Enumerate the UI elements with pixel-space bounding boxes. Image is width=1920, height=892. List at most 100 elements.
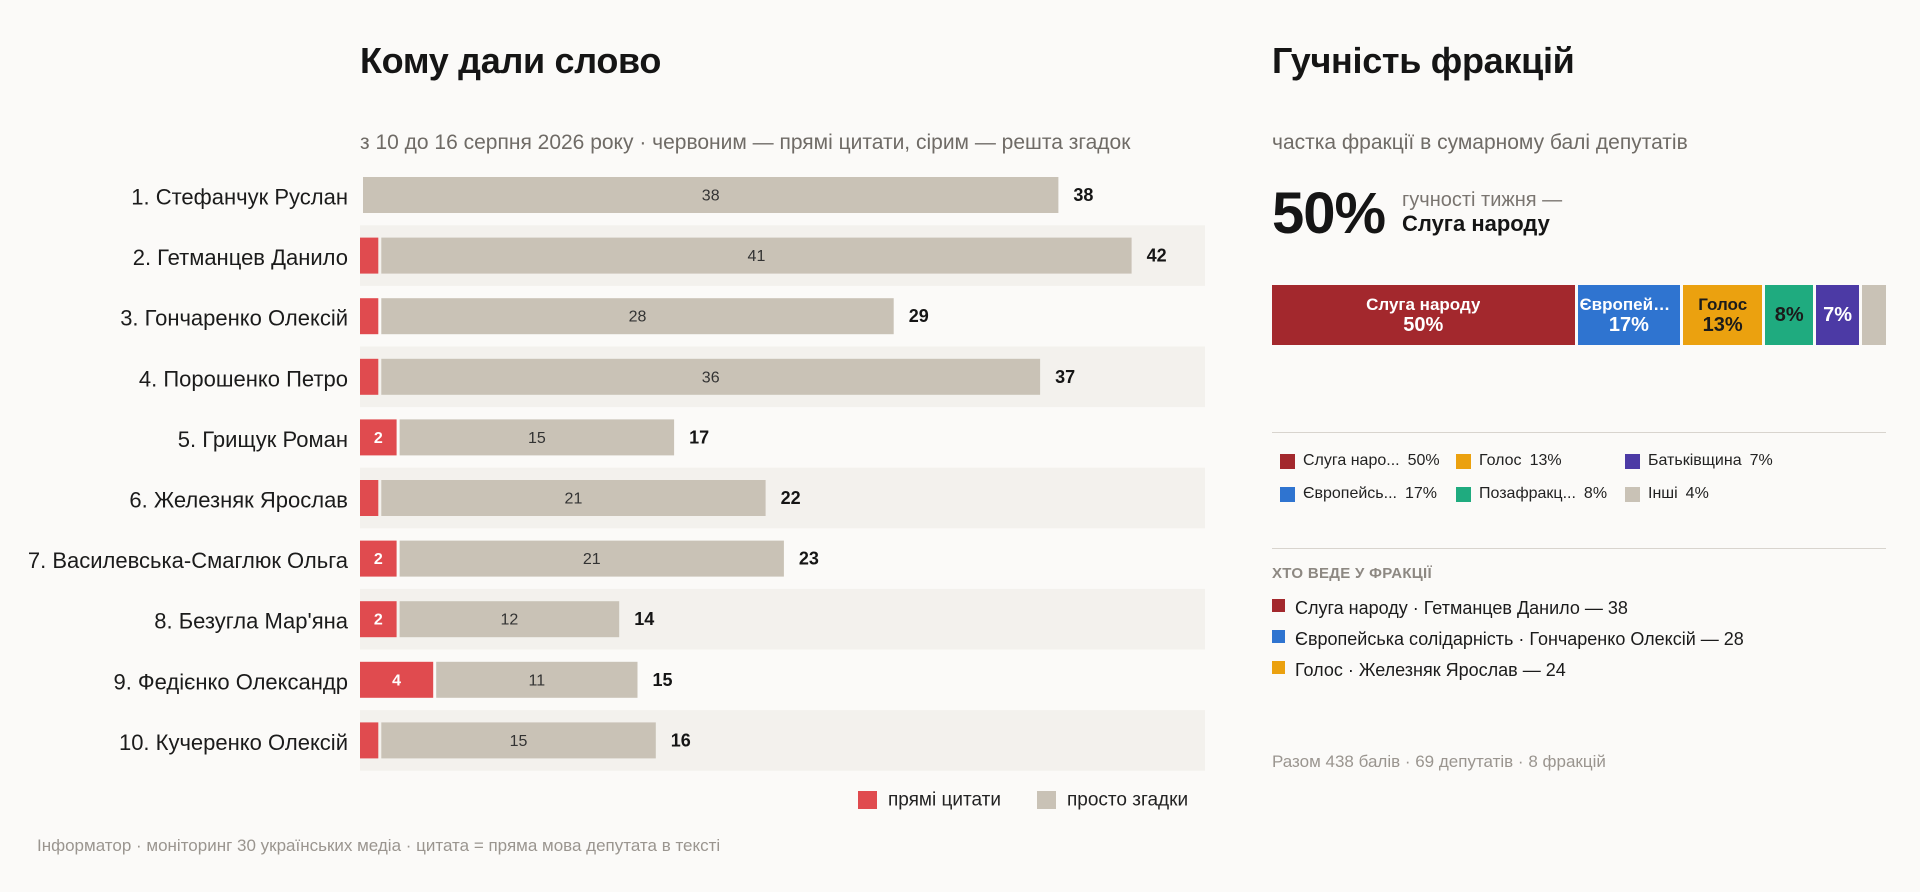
total-value-label: 22 <box>781 488 801 508</box>
quote-value-label: 2 <box>374 612 383 629</box>
segment-percent: 13% <box>1702 313 1743 336</box>
mention-bar <box>399 540 784 577</box>
total-value-label: 42 <box>1147 246 1167 266</box>
faction-color-swatch <box>1272 661 1285 674</box>
quote-bar <box>360 358 379 395</box>
mention-bar <box>399 601 620 638</box>
mention-value-label: 21 <box>565 491 583 508</box>
segment-name: Голос <box>1698 294 1748 314</box>
legend-percent: 17% <box>1404 485 1437 502</box>
legend-item: Інші 4% <box>1625 485 1709 503</box>
legend-swatch <box>1625 453 1640 469</box>
bar-category-label: 2. Гетманцев Данило <box>133 245 348 270</box>
quote-bar <box>360 540 397 577</box>
mention-bar <box>363 177 1059 213</box>
top-faction-name: Слуга народу <box>1402 211 1550 236</box>
bar-category-label: 6. Железняк Ярослав <box>129 488 348 513</box>
segment-percent: 7% <box>1823 304 1853 326</box>
mention-value-label: 15 <box>528 430 546 447</box>
right-panel-subtitle: частка фракції в сумарному балі депутаті… <box>1272 131 1688 154</box>
quote-bar <box>360 298 379 335</box>
legend-label: Європейсь... <box>1303 485 1397 502</box>
mention-value-label: 28 <box>629 309 647 326</box>
faction-share-segment <box>1861 285 1886 345</box>
bar-category-label: 5. Грищук Роман <box>178 427 348 452</box>
legend-label: Батьківщина <box>1648 452 1742 469</box>
legend-percent: 13% <box>1529 452 1562 469</box>
legend-label: Інші <box>1648 485 1678 502</box>
top-faction-percent: 50% <box>1272 181 1386 246</box>
faction-leader-text: Європейська солідарність · Гончаренко Ол… <box>1295 629 1744 649</box>
faction-leaders-heading: ХТО ВЕДЕ У ФРАКЦІЇ <box>1272 565 1432 582</box>
total-value-label: 14 <box>634 609 654 629</box>
faction-share-segment: Слуга народу 50% <box>1272 285 1575 345</box>
total-value-label: 29 <box>909 306 929 326</box>
bar-category-label: 3. Гончаренко Олексій <box>120 306 348 331</box>
legend-swatch <box>1280 486 1295 502</box>
legend-label-mentions: просто згадки <box>1067 790 1188 811</box>
segment-name: Європейська солідарність <box>1579 294 1679 314</box>
legend-item: Слуга наро... 50% <box>1280 452 1440 470</box>
mention-value-label: 36 <box>702 369 720 386</box>
faction-leader-item: Європейська солідарність · Гончаренко Ол… <box>1272 629 1744 650</box>
left-chart-title: Кому дали слово <box>360 40 662 81</box>
segment-name: Слуга народу <box>1366 294 1481 314</box>
legend-label-quotes: прямі цитати <box>888 790 1001 811</box>
mention-value-label: 41 <box>748 248 766 265</box>
divider <box>1272 432 1886 433</box>
legend-item: Голос 13% <box>1456 452 1562 470</box>
quote-bar <box>360 237 379 274</box>
total-value-label: 17 <box>689 427 709 447</box>
total-value-label: 38 <box>1073 185 1093 205</box>
mention-value-label: 15 <box>510 733 528 750</box>
bar-category-label: 10. Кучеренко Олексій <box>119 730 348 755</box>
segment-percent: 8% <box>1774 304 1804 326</box>
faction-color-swatch <box>1272 630 1285 643</box>
footer-source-note: Інформатор · моніторинг 30 українських м… <box>37 836 721 855</box>
totals-summary: Разом 438 балів · 69 депутатів · 8 фракц… <box>1272 752 1606 771</box>
mention-bar <box>381 237 1132 274</box>
bar-category-label: 7. Василевська-Смаглюк Ольга <box>28 548 349 573</box>
top-faction-caption: гучності тижня — <box>1402 189 1563 211</box>
legend-item: Позафракц... 8% <box>1456 485 1607 503</box>
mention-bar <box>436 661 638 698</box>
legend-label: Слуга наро... <box>1303 452 1400 469</box>
legend-percent: 4% <box>1685 485 1709 502</box>
mention-bar <box>381 480 766 516</box>
quote-bar <box>360 419 397 456</box>
quote-value-label: 2 <box>374 430 383 447</box>
mention-bar <box>381 298 894 335</box>
legend-item: Батьківщина 7% <box>1625 452 1773 470</box>
left-chart-subtitle: з 10 до 16 серпня 2026 року · червоним —… <box>360 131 1131 154</box>
quote-value-label: 4 <box>392 672 401 689</box>
mention-value-label: 12 <box>501 612 519 629</box>
bar-category-label: 8. Безугла Мар'яна <box>154 609 349 634</box>
faction-leader-text: Слуга народу · Гетманцев Данило — 38 <box>1295 598 1628 618</box>
segment-percent: 50% <box>1403 313 1444 336</box>
mention-value-label: 38 <box>702 188 720 205</box>
mention-bar <box>381 358 1041 395</box>
mentions-bar-chart: 1. Стефанчук Руслан 38 38 2. Гетманцев Дани… <box>28 177 1205 811</box>
mention-bar <box>399 419 675 456</box>
faction-share-segment: 7% <box>1816 285 1859 345</box>
legend-swatch <box>1280 453 1295 469</box>
legend-label: Голос <box>1479 452 1522 469</box>
bar-category-label: 1. Стефанчук Руслан <box>131 185 348 210</box>
legend-swatch <box>1456 486 1471 502</box>
faction-share-segment: 8% <box>1765 285 1814 345</box>
quote-value-label: 2 <box>374 551 383 568</box>
total-value-label: 23 <box>799 549 819 569</box>
faction-color-swatch <box>1272 599 1285 612</box>
legend-swatch <box>1456 453 1471 469</box>
legend-label: Позафракц... <box>1479 485 1576 502</box>
total-value-label: 15 <box>653 670 673 690</box>
legend-percent: 8% <box>1583 485 1608 502</box>
legend-swatch-quotes <box>858 791 877 809</box>
quote-bar <box>360 661 434 698</box>
legend-item: Європейсь... 17% <box>1280 485 1437 503</box>
quote-bar <box>360 601 397 638</box>
quote-bar <box>360 480 379 516</box>
faction-leader-item: Слуга народу · Гетманцев Данило — 38 <box>1272 598 1628 619</box>
total-value-label: 16 <box>671 730 691 750</box>
